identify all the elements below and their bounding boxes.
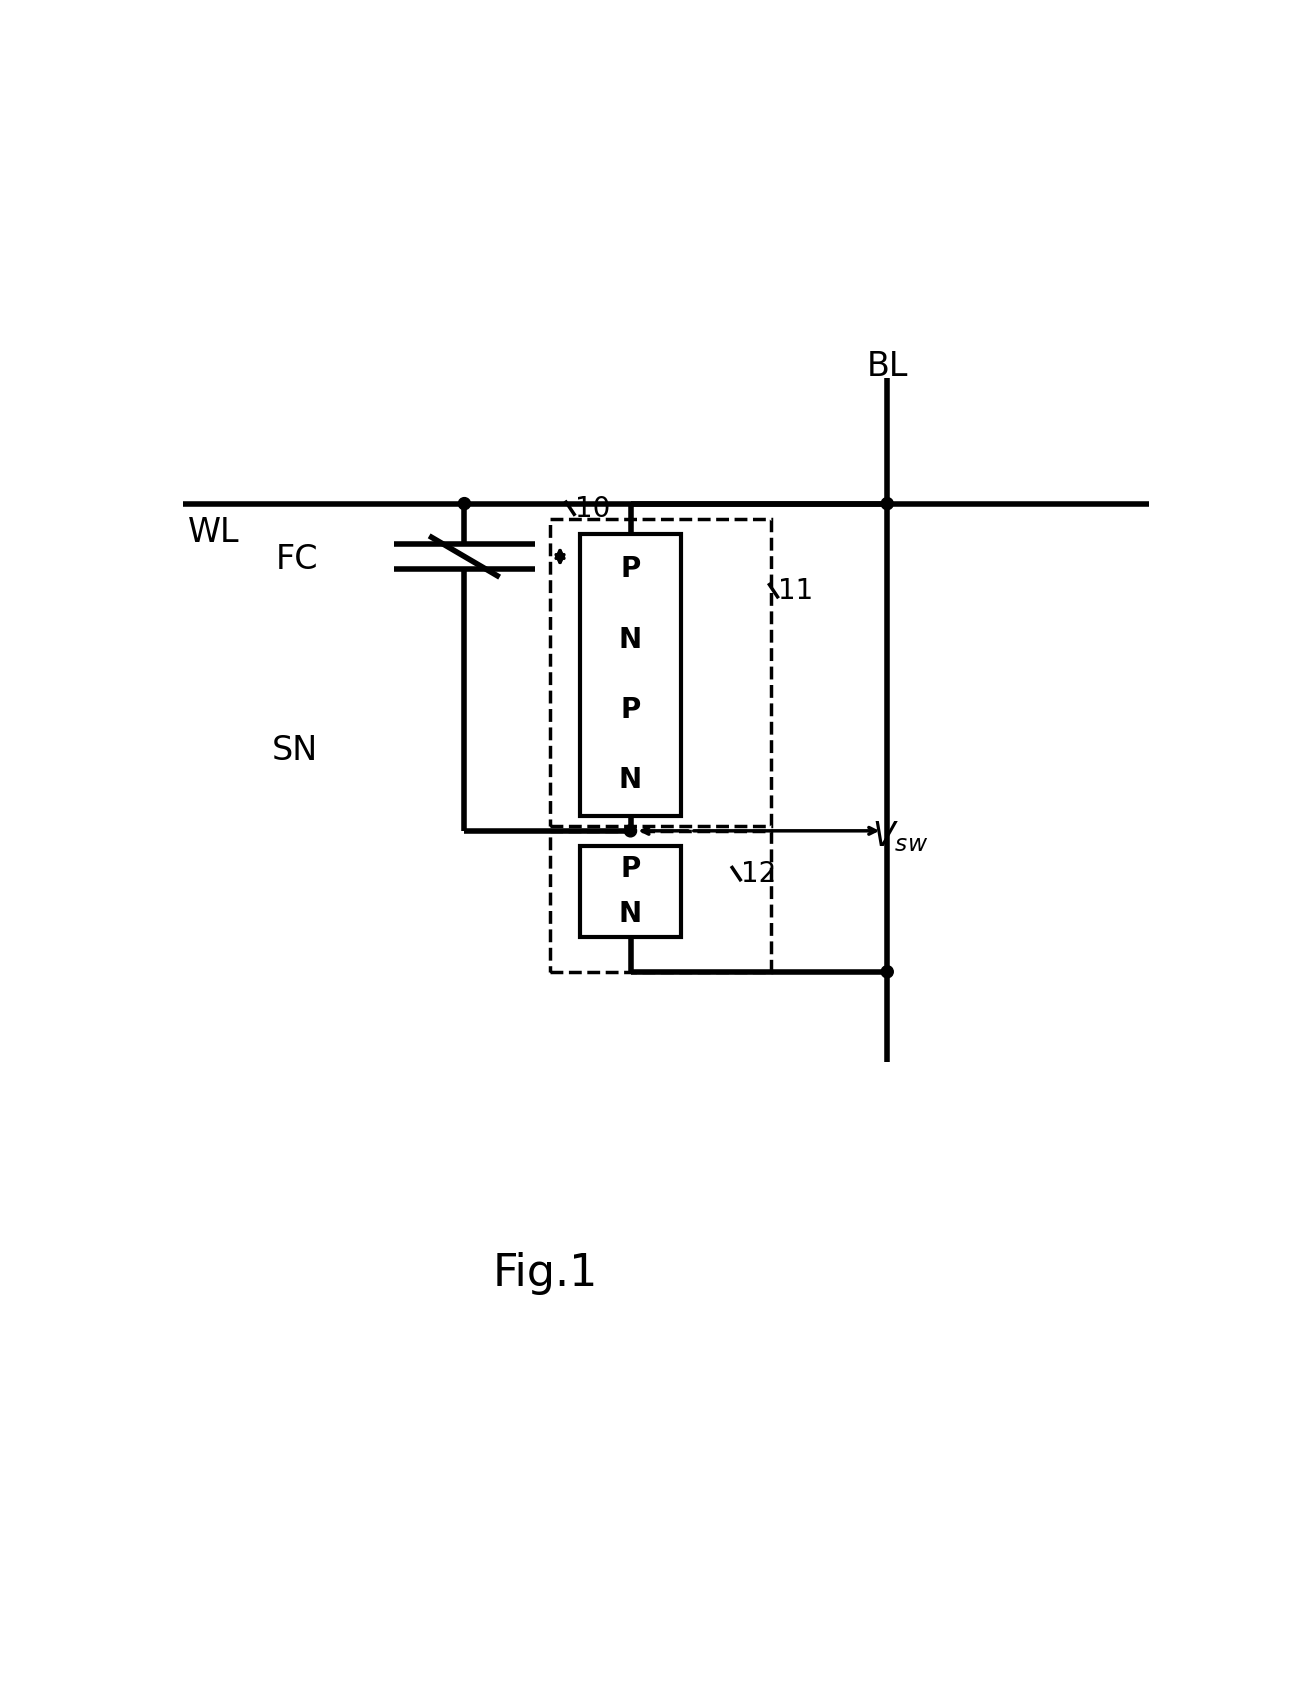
Text: Fig.1: Fig.1 — [492, 1251, 598, 1296]
Text: SN: SN — [273, 733, 318, 767]
Text: $V_{sw}$: $V_{sw}$ — [872, 820, 929, 854]
Circle shape — [459, 498, 470, 510]
Circle shape — [881, 965, 894, 977]
Bar — [549, 518, 772, 825]
Text: P: P — [621, 696, 640, 725]
Text: 10: 10 — [575, 494, 611, 523]
Circle shape — [625, 825, 637, 837]
Text: WL: WL — [187, 515, 239, 549]
Text: N: N — [618, 626, 642, 653]
Text: 11: 11 — [778, 578, 813, 605]
Text: 12: 12 — [742, 859, 777, 888]
Bar — [581, 534, 681, 815]
Text: N: N — [618, 900, 642, 928]
Text: BL: BL — [866, 350, 908, 384]
Circle shape — [881, 498, 894, 510]
Text: P: P — [621, 556, 640, 583]
Text: FC: FC — [275, 542, 318, 576]
Bar — [549, 830, 772, 972]
Bar — [581, 846, 681, 936]
Text: $V_{fc}$: $V_{fc}$ — [575, 542, 621, 576]
Text: N: N — [618, 767, 642, 795]
Text: P: P — [621, 854, 640, 883]
